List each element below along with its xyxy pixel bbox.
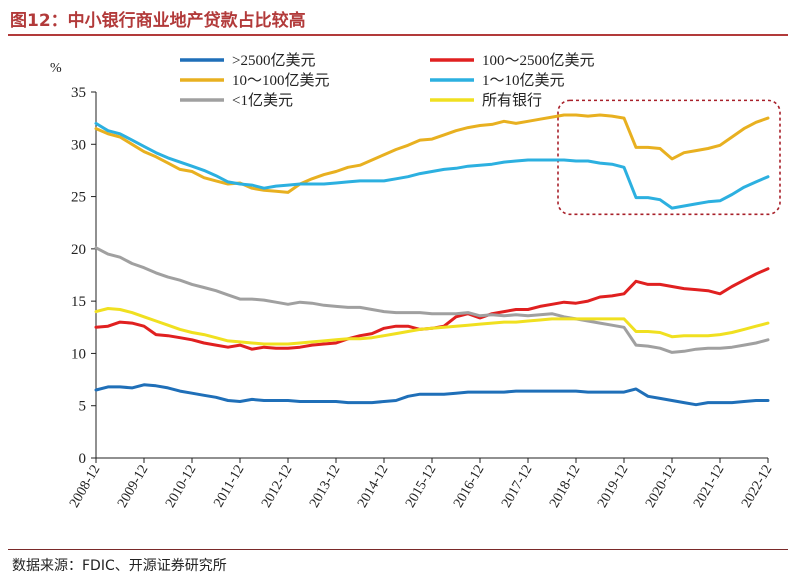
y-axis-unit-label: % [50,61,62,76]
legend: >2500亿美元 100～2500亿美元 10～100亿美元 1～10亿美元 <1亿美元… [180,52,595,109]
series-line-2 [94,267,770,351]
y-tick-label: 10 [71,346,86,362]
title-underline [8,34,788,36]
x-tick-label: 2019-12 [595,463,631,511]
series-line-3 [94,113,770,194]
figure-title: 图12：中小银行商业地产贷款占比较高 [10,11,306,31]
x-tick-label: 2017-12 [499,463,535,511]
x-tick-label: 2016-12 [451,463,487,511]
legend-label-3: 10～100亿美元 [232,72,330,89]
legend-label-4: 1～10亿美元 [482,72,565,89]
x-tick-label: 2015-12 [403,463,439,511]
series-line-1 [94,383,770,407]
legend-label-5: <1亿美元 [232,92,293,109]
series-layer [94,113,770,407]
x-tick-label: 2008-12 [67,463,103,511]
x-tick-label: 2009-12 [115,463,151,511]
highlight-box [557,99,781,216]
source-divider [8,549,788,550]
x-tick-label: 2018-12 [547,463,583,511]
legend-label-2: 100～2500亿美元 [482,52,595,69]
x-tick-label: 2011-12 [211,463,247,510]
x-tick-label: 2012-12 [259,463,295,511]
source-note: 数据来源：FDIC、开源证券研究所 [12,558,227,574]
x-tick-label: 2014-12 [355,463,391,511]
legend-label-1: >2500亿美元 [232,52,315,69]
y-tick-label: 30 [71,137,86,153]
line-chart: % 0 5 10 15 20 25 30 35 2008-12 2009-12 2010-12 2011… [50,52,781,511]
y-tick-label: 5 [79,399,87,415]
series-line-6 [94,307,770,346]
series-line-5 [94,246,770,354]
x-tick-label: 2022-12 [739,463,775,511]
y-tick-label: 35 [71,85,86,101]
y-tick-label: 25 [71,190,86,206]
legend-label-6: 所有银行 [482,92,542,109]
y-tick-label: 15 [71,294,86,310]
y-tick-label: 20 [71,242,86,258]
x-tick-label: 2020-12 [643,463,679,511]
y-tick-label: 0 [79,451,87,467]
x-tick-label: 2013-12 [307,463,343,511]
highlight-layer [557,99,781,216]
x-tick-label: 2010-12 [163,463,199,511]
series-line-4 [94,121,770,210]
x-tick-label: 2021-12 [691,463,727,511]
